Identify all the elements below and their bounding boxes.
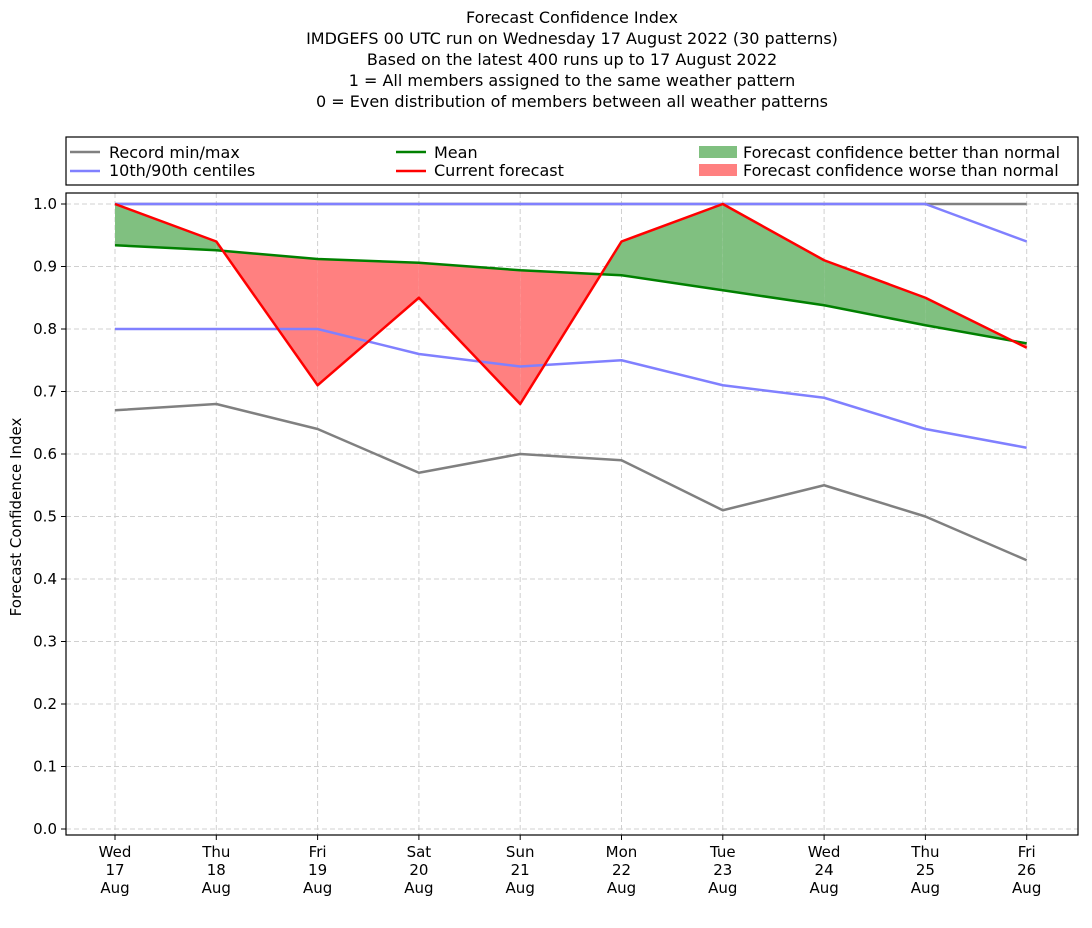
x-tick-label: Thu 18 Aug [201,843,231,897]
y-axis-ticks: 0.0 0.1 0.2 0.3 0.4 0.5 0.6 0.7 0.8 0.9 1.0 [33,195,66,838]
x-tick-label: Thu 25 Aug [910,843,940,897]
y-tick-label: 0.3 [33,633,57,651]
x-tick-label-line: Aug [1012,879,1041,897]
y-tick-label: 0.9 [33,258,57,276]
x-tick-label-line: Aug [607,879,636,897]
x-tick-label-line: 17 [105,861,124,879]
y-tick-label: 0.4 [33,570,57,588]
x-tick-label: Mon 22 Aug [606,843,638,897]
legend-label-current: Current forecast [434,161,564,180]
x-tick-label: Fri 19 Aug [303,843,332,897]
legend-swatch-better [699,146,737,158]
y-tick-label: 0.8 [33,320,57,338]
x-tick-label-line: 24 [815,861,834,879]
y-tick-label: 1.0 [33,195,57,213]
x-tick-label-line: Thu [910,843,939,861]
x-tick-label-line: 20 [409,861,428,879]
mean-line [114,244,1027,345]
fill-better-than-normal [621,204,723,291]
x-tick-label-line: Aug [404,879,433,897]
x-tick-label-line: Sun [506,843,535,861]
x-tick-label-line: 25 [916,861,935,879]
y-tick-label: 0.1 [33,758,57,776]
legend-label-worse: Forecast confidence worse than normal [743,161,1059,180]
x-tick-label: Tue 23 Aug [708,843,737,897]
x-tick-label-line: 19 [308,861,327,879]
x-tick-label-line: Fri [309,843,327,861]
legend-entry-better: Forecast confidence better than normal [699,143,1060,162]
y-tick-label: 0.6 [33,445,57,463]
centile-90-line [115,202,1028,243]
legend-entry-record: Record min/max [70,143,240,162]
legend-label-mean: Mean [434,143,478,162]
title-line-3: Based on the latest 400 runs up to 17 Au… [367,50,777,69]
x-tick-label-line: Thu [201,843,230,861]
fill-better-than-normal [115,204,217,251]
x-tick-label-line: Tue [709,843,736,861]
x-tick-label-line: 26 [1017,861,1036,879]
title-line-5: 0 = Even distribution of members between… [316,92,828,111]
legend: Record min/max 10th/90th centiles Mean C… [65,136,1079,186]
x-tick-label: Wed 24 Aug [808,843,841,897]
record-min-line [114,402,1028,562]
legend-entry-centiles: 10th/90th centiles [70,161,255,180]
plot-frame [65,192,1079,836]
title-line-4: 1 = All members assigned to the same wea… [349,71,796,90]
chart-title: Forecast Confidence Index IMDGEFS 00 UTC… [306,8,838,111]
legend-swatch-worse [699,164,737,176]
legend-frame [65,136,1079,186]
x-tick-label-line: Aug [202,879,231,897]
x-tick-label-line: Aug [708,879,737,897]
legend-entry-current: Current forecast [396,161,564,180]
x-tick-label-line: 23 [713,861,732,879]
title-line-1: Forecast Confidence Index [466,8,678,27]
y-tick-label: 0.0 [33,820,57,838]
centile-10-line [115,327,1027,449]
y-axis-label: Forecast Confidence Index [7,418,25,617]
fill-worse-than-normal [317,259,419,386]
title-line-2: IMDGEFS 00 UTC run on Wednesday 17 Augus… [306,29,838,48]
y-tick-label: 0.7 [33,383,57,401]
x-tick-label-line: Aug [809,879,838,897]
legend-label-better: Forecast confidence better than normal [743,143,1060,162]
x-tick-label-line: Mon [606,843,638,861]
x-tick-label-line: Aug [911,879,940,897]
x-tick-label-line: Sat [407,843,432,861]
legend-label-record: Record min/max [109,143,240,162]
series-lines [114,202,1028,562]
y-tick-label: 0.2 [33,695,57,713]
x-tick-label-line: 18 [207,861,226,879]
legend-entry-worse: Forecast confidence worse than normal [699,161,1059,180]
x-tick-label-line: 21 [511,861,530,879]
legend-label-centiles: 10th/90th centiles [109,161,255,180]
current-forecast-line [114,202,1028,406]
fill-better-than-normal [722,204,825,306]
x-tick-label: Wed 17 Aug [99,843,132,897]
x-tick-label-line: Aug [303,879,332,897]
x-tick-label-line: Fri [1018,843,1036,861]
x-tick-label: Fri 26 Aug [1012,843,1041,897]
x-tick-label: Sat 20 Aug [404,843,433,897]
x-tick-label-line: Aug [506,879,535,897]
y-tick-label: 0.5 [33,508,57,526]
legend-entry-mean: Mean [396,143,478,162]
x-tick-label-line: 22 [612,861,631,879]
fill-worse-than-normal [418,262,521,404]
x-tick-label-line: Wed [808,843,841,861]
x-tick-label: Sun 21 Aug [506,843,535,897]
x-tick-label-line: Aug [100,879,129,897]
x-tick-label-line: Wed [99,843,132,861]
